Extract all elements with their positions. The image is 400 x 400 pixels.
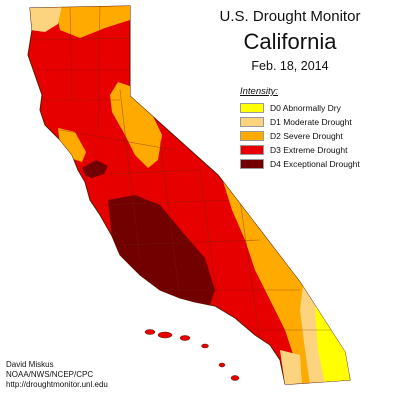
legend-item-d1: D1 Moderate Drought bbox=[240, 115, 390, 129]
map-state-title: California bbox=[243, 29, 337, 54]
d1-zone-north bbox=[30, 6, 62, 32]
d4-zone-central bbox=[108, 195, 215, 328]
d1-zone-south-coast bbox=[280, 350, 302, 384]
legend-label-d1: D1 Moderate Drought bbox=[270, 117, 352, 127]
legend-item-d3: D3 Extreme Drought bbox=[240, 143, 390, 157]
credit-author: David Miskus bbox=[6, 360, 54, 369]
d2-zone-sacramento-valley bbox=[110, 82, 162, 168]
legend-label-d4: D4 Exceptional Drought bbox=[270, 159, 360, 169]
legend-swatch-d1 bbox=[240, 117, 264, 127]
legend-item-d4: D4 Exceptional Drought bbox=[240, 157, 390, 171]
d2-zone-north bbox=[55, 6, 130, 38]
legend-item-d0: D0 Abnormally Dry bbox=[240, 101, 390, 115]
d2-zone-bay-area bbox=[58, 128, 86, 162]
legend-label-d0: D0 Abnormally Dry bbox=[270, 103, 341, 113]
legend-swatch-d0 bbox=[240, 103, 264, 113]
legend-title: Intensity: bbox=[240, 86, 279, 97]
legend-label-d2: D2 Severe Drought bbox=[270, 131, 343, 141]
legend-swatch-d4 bbox=[240, 159, 264, 169]
map-title: U.S. Drought Monitor bbox=[219, 8, 361, 25]
legend: Intensity: D0 Abnormally Dry D1 Moderate… bbox=[240, 86, 390, 171]
legend-label-d3: D3 Extreme Drought bbox=[270, 145, 348, 155]
legend-item-d2: D2 Severe Drought bbox=[240, 129, 390, 143]
legend-swatch-d3 bbox=[240, 145, 264, 155]
legend-swatch-d2 bbox=[240, 131, 264, 141]
map-date: Feb. 18, 2014 bbox=[251, 59, 329, 73]
credit-agency: NOAA/NWS/NCEP/CPC bbox=[6, 370, 94, 379]
credit-url: http://droughtmonitor.unl.edu bbox=[6, 380, 108, 389]
title-block: U.S. Drought Monitor California Feb. 18,… bbox=[205, 8, 375, 74]
san-francisco-bay bbox=[82, 160, 108, 178]
channel-islands bbox=[144, 329, 240, 381]
credits: David Miskus NOAA/NWS/NCEP/CPC http://dr… bbox=[6, 360, 108, 390]
county-lines bbox=[29, 6, 340, 341]
